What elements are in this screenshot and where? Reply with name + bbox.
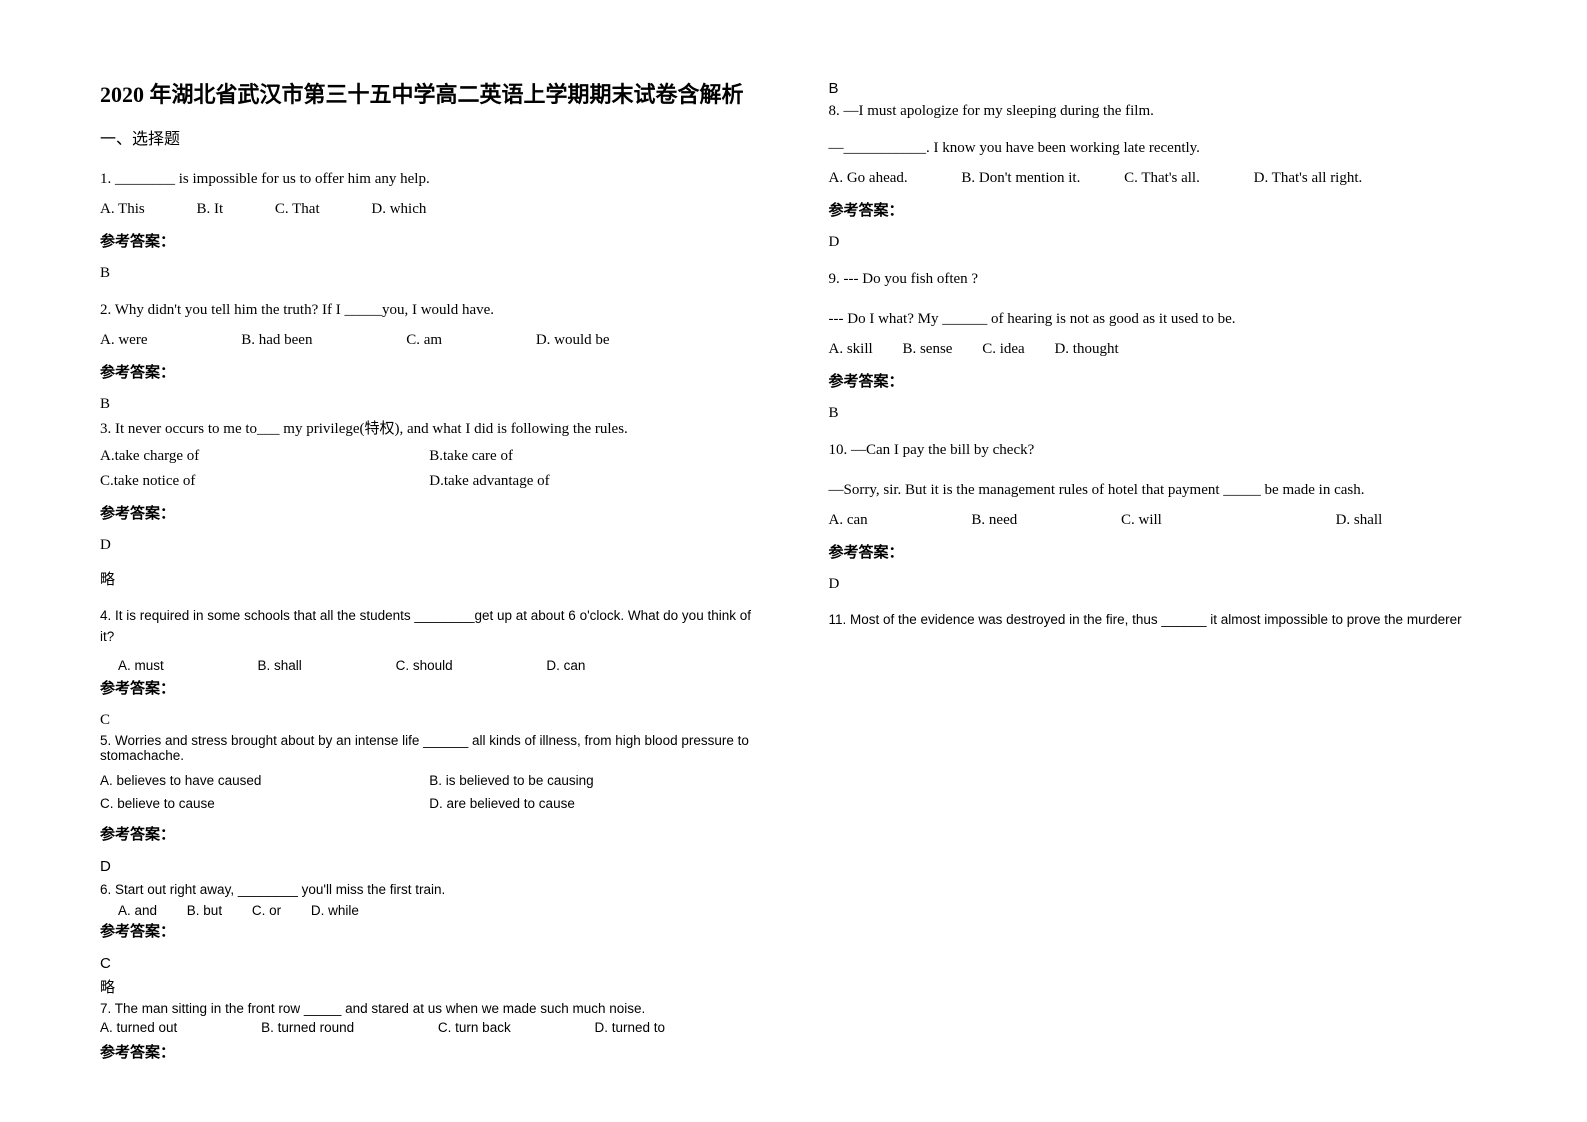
- q10-opt-b: B. need: [971, 512, 1017, 529]
- q7-opt-a: A. turned out: [100, 1020, 177, 1035]
- q10-answer-label: 参考答案：: [829, 541, 1488, 562]
- q9-stem1: 9. --- Do you fish often ?: [829, 267, 1488, 291]
- q2-opt-d: D. would be: [536, 332, 610, 349]
- q8-stem1: 8. —I must apologize for my sleeping dur…: [829, 103, 1488, 120]
- q10-stem2: —Sorry, sir. But it is the management ru…: [829, 478, 1488, 502]
- q2-answer-label: 参考答案：: [100, 361, 759, 382]
- q9-opt-a: A. skill: [829, 341, 873, 358]
- q5-opt-c: C. believe to cause: [100, 796, 429, 811]
- q7-opt-d: D. turned to: [594, 1020, 665, 1035]
- q5-answer-label: 参考答案：: [100, 823, 759, 844]
- q10-opt-c: C. will: [1121, 512, 1162, 529]
- q4-opt-a: A. must: [118, 658, 164, 673]
- q6-answer-label: 参考答案：: [100, 920, 759, 941]
- q2-opt-a: A. were: [100, 332, 147, 349]
- q7-options: A. turned out B. turned round C. turn ba…: [100, 1020, 759, 1035]
- q1-answer-label: 参考答案：: [100, 230, 759, 251]
- q1-answer: B: [100, 265, 759, 282]
- q1-options: A. This B. It C. That D. which: [100, 201, 759, 218]
- q3-opt-a: A.take charge of: [100, 448, 429, 465]
- q8-opt-c: C. That's all.: [1124, 170, 1200, 187]
- q4-opt-b: B. shall: [258, 658, 302, 673]
- q3-opt-c: C.take notice of: [100, 473, 429, 490]
- q8-answer-label: 参考答案：: [829, 199, 1488, 220]
- q10-options: A. can B. need C. will D. shall: [829, 512, 1488, 529]
- q5-opt-a: A. believes to have caused: [100, 773, 429, 788]
- q7-opt-b: B. turned round: [261, 1020, 354, 1035]
- q5-opt-d: D. are believed to cause: [429, 796, 758, 811]
- q5-options: A. believes to have caused B. is believe…: [100, 773, 759, 811]
- q5-answer: D: [100, 858, 759, 875]
- q1-opt-b: B. It: [196, 201, 223, 218]
- q9-opt-c: C. idea: [982, 341, 1025, 358]
- q9-opt-b: B. sense: [902, 341, 952, 358]
- q2-stem: 2. Why didn't you tell him the truth? If…: [100, 298, 759, 322]
- q8-answer: D: [829, 234, 1488, 251]
- q3-opt-b: B.take care of: [429, 448, 758, 465]
- q2-options: A. were B. had been C. am D. would be: [100, 332, 759, 349]
- q8-stem2: —___________. I know you have been worki…: [829, 136, 1488, 160]
- q2-opt-c: C. am: [406, 332, 442, 349]
- section-heading: 一、选择题: [100, 125, 759, 149]
- q3-answer: D: [100, 537, 759, 554]
- q6-opt-c: C. or: [252, 903, 281, 918]
- q7-stem: 7. The man sitting in the front row ____…: [100, 1001, 759, 1016]
- q3-omit: 略: [100, 568, 759, 589]
- q6-answer: C: [100, 955, 759, 972]
- q9-opt-d: D. thought: [1054, 341, 1118, 358]
- page-title: 2020 年湖北省武汉市第三十五中学高二英语上学期期末试卷含解析: [100, 80, 759, 111]
- q4-opt-d: D. can: [546, 658, 585, 673]
- q6-options: A. and B. but C. or D. while: [100, 903, 759, 918]
- q9-answer: B: [829, 405, 1488, 422]
- q10-answer: D: [829, 576, 1488, 593]
- q4-stem: 4. It is required in some schools that a…: [100, 605, 759, 648]
- q4-answer-label: 参考答案：: [100, 677, 759, 698]
- q3-answer-label: 参考答案：: [100, 502, 759, 523]
- q5-stem: 5. Worries and stress brought about by a…: [100, 733, 759, 763]
- q1-opt-c: C. That: [275, 201, 320, 218]
- q7-opt-c: C. turn back: [438, 1020, 511, 1035]
- q4-options: A. must B. shall C. should D. can: [100, 658, 759, 673]
- q10-opt-a: A. can: [829, 512, 868, 529]
- q3-stem: 3. It never occurs to me to___ my privil…: [100, 417, 759, 438]
- q6-opt-b: B. but: [187, 903, 222, 918]
- q1-stem: 1. ________ is impossible for us to offe…: [100, 167, 759, 191]
- q1-opt-d: D. which: [371, 201, 426, 218]
- q6-opt-d: D. while: [311, 903, 359, 918]
- q3-options: A.take charge of B.take care of C.take n…: [100, 448, 759, 490]
- q8-opt-a: A. Go ahead.: [829, 170, 908, 187]
- q6-stem: 6. Start out right away, ________ you'll…: [100, 879, 759, 901]
- q3-opt-d: D.take advantage of: [429, 473, 758, 490]
- q6-opt-a: A. and: [118, 903, 157, 918]
- q8-options: A. Go ahead. B. Don't mention it. C. Tha…: [829, 170, 1488, 187]
- q4-opt-c: C. should: [396, 658, 453, 673]
- q2-answer: B: [100, 396, 759, 413]
- q9-options: A. skill B. sense C. idea D. thought: [829, 341, 1488, 358]
- q9-answer-label: 参考答案：: [829, 370, 1488, 391]
- q2-opt-b: B. had been: [241, 332, 312, 349]
- q1-opt-a: A. This: [100, 201, 145, 218]
- q7-answer: B: [829, 80, 1488, 97]
- q9-stem2: --- Do I what? My ______ of hearing is n…: [829, 307, 1488, 331]
- q10-opt-d: D. shall: [1336, 512, 1383, 529]
- q6-omit: 略: [100, 976, 759, 997]
- q4-answer: C: [100, 712, 759, 729]
- q5-opt-b: B. is believed to be causing: [429, 773, 758, 788]
- q8-opt-b: B. Don't mention it.: [961, 170, 1080, 187]
- q10-stem1: 10. —Can I pay the bill by check?: [829, 438, 1488, 462]
- q8-opt-d: D. That's all right.: [1254, 170, 1363, 187]
- q11-stem: 11. Most of the evidence was destroyed i…: [829, 609, 1488, 631]
- q7-answer-label: 参考答案：: [100, 1041, 759, 1062]
